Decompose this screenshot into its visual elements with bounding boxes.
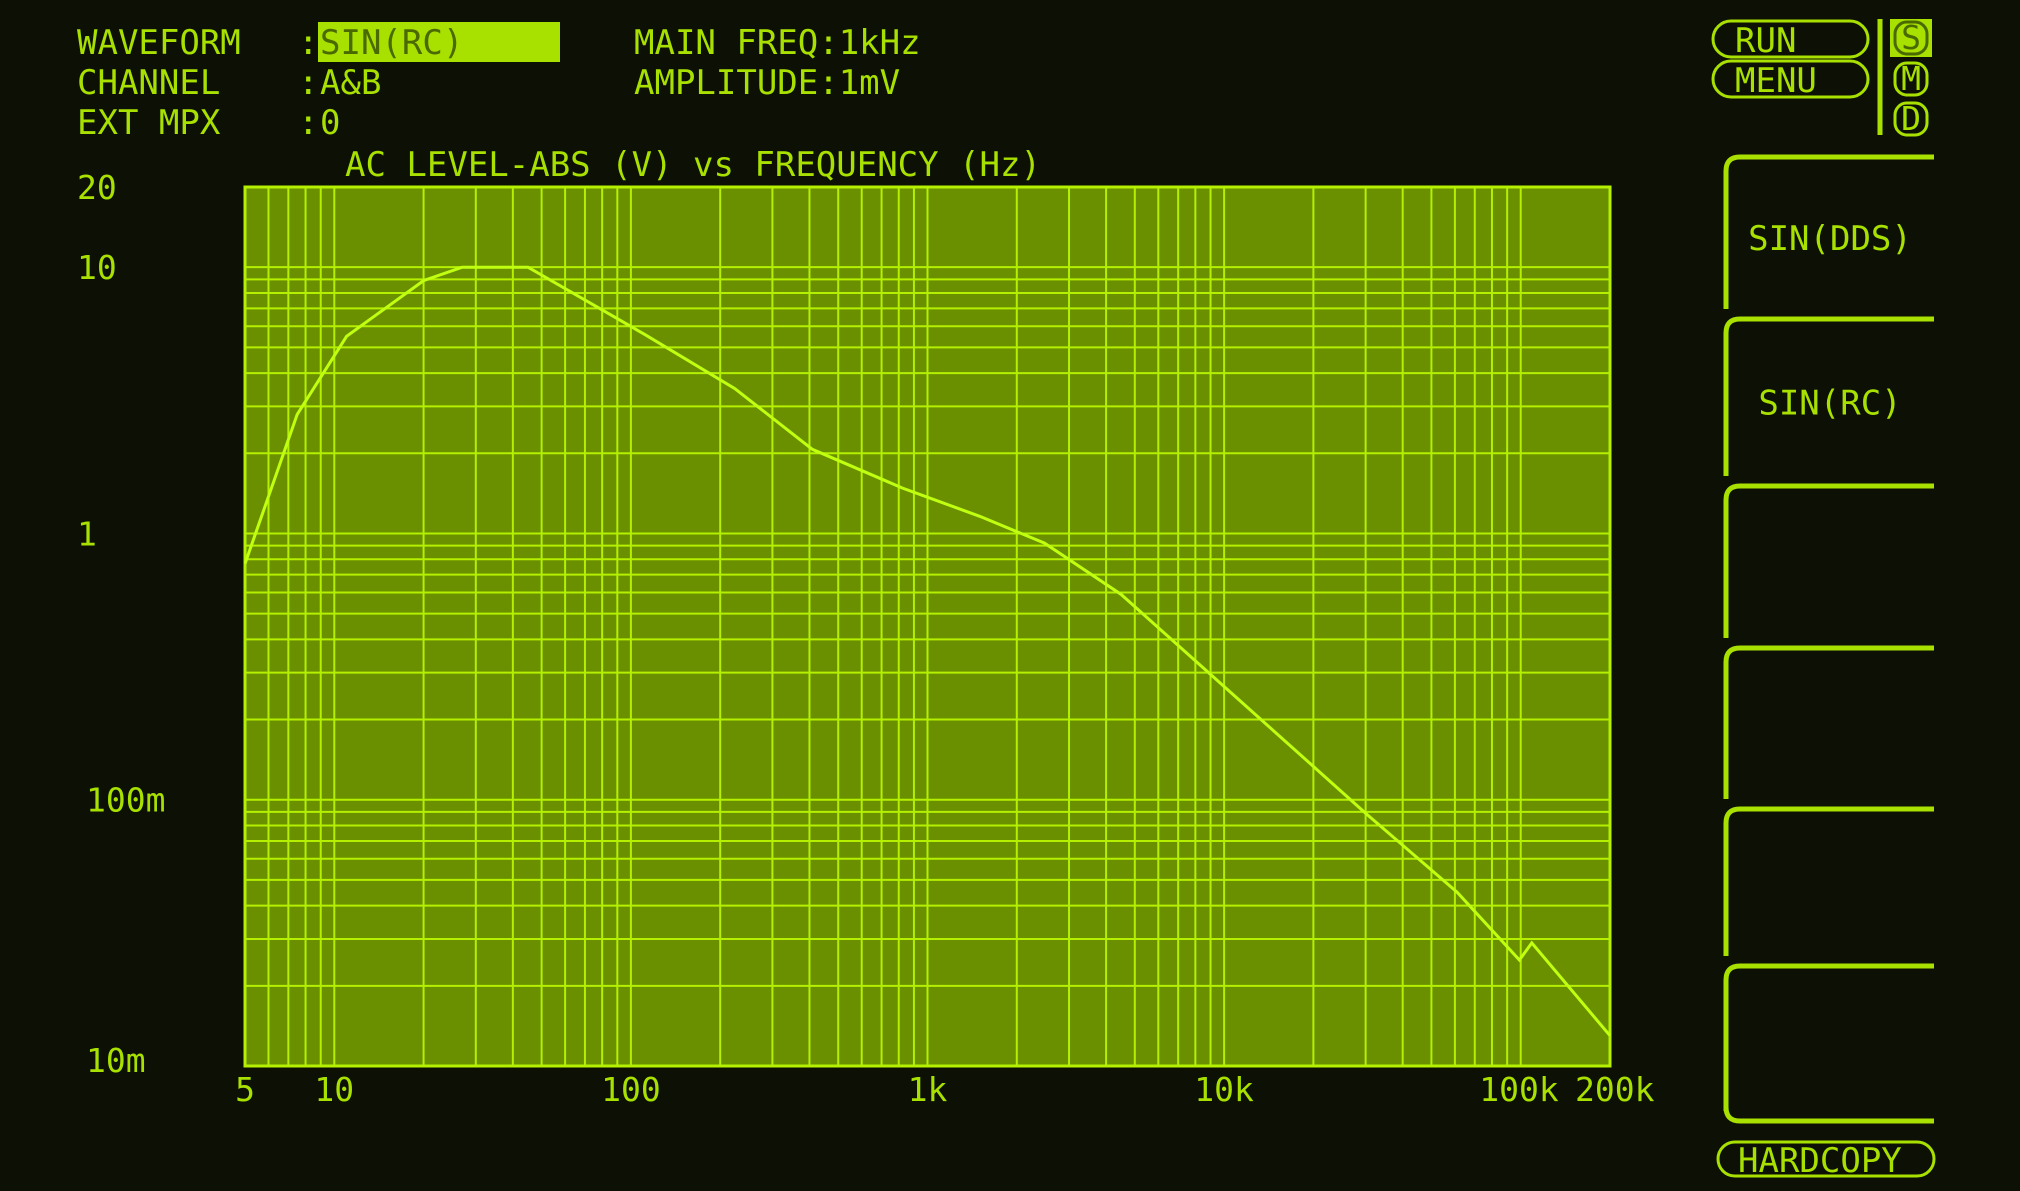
channel-value: A&B [320, 63, 381, 103]
softkey-bracket [1723, 483, 1934, 638]
waveform-value-highlight [318, 22, 560, 62]
y-tick-label: 100m [86, 781, 165, 820]
mode-letter: M [1901, 59, 1921, 98]
softkey-panel: SIN(DDS) SIN(RC) [1723, 154, 1934, 1124]
mode-ring [1893, 20, 1929, 56]
plot-border [243, 185, 1612, 1068]
x-tick-label: 100 [601, 1070, 661, 1109]
softkey-hit-area[interactable] [1726, 648, 1934, 809]
y-tick-label: 20 [77, 168, 117, 207]
run-button[interactable]: RUN [1711, 19, 1870, 61]
softkey-hit-area[interactable] [1726, 486, 1934, 648]
softkey-bracket-bottom [1723, 1106, 1934, 1124]
mode-letter: D [1901, 99, 1921, 138]
waveform-label: WAVEFORM [77, 23, 241, 63]
waveform-value[interactable]: SIN(RC) [320, 23, 463, 63]
softkey-hit-area[interactable] [1726, 966, 1934, 1121]
x-tick-label: 1k [908, 1070, 948, 1109]
status-header: WAVEFORM : SIN(RC) CHANNEL : A&B EXT MPX… [77, 22, 921, 143]
softkey-bracket [1723, 316, 1934, 476]
x-tick-label: 10 [314, 1070, 354, 1109]
mode-m-indicator[interactable]: M [1893, 59, 1929, 98]
menu-label: MENU [1735, 61, 1817, 101]
softkey-bracket [1723, 645, 1934, 799]
y-tick-label: 10 [77, 248, 117, 287]
mode-letter: S [1901, 18, 1921, 57]
ext-mpx-label: EXT MPX [77, 103, 221, 143]
softkey-4[interactable] [1723, 645, 1934, 809]
x-tick-labels: 5 10 100 1k 10k 100k 200k [235, 1070, 1655, 1109]
y-tick-label: 1 [77, 514, 97, 553]
chart-title: AC LEVEL-ABS (V) vs FREQUENCY (Hz) [345, 145, 1041, 185]
waveform-colon: : [298, 23, 318, 63]
hardcopy-button[interactable]: HARDCOPY [1716, 1140, 1936, 1181]
softkey-5[interactable] [1723, 806, 1934, 966]
amplitude: AMPLITUDE:1mV [634, 63, 900, 103]
menu-button[interactable]: MENU [1711, 59, 1870, 101]
softkey-3[interactable] [1723, 483, 1934, 648]
x-tick-label: 200k [1575, 1070, 1655, 1109]
mode-s-indicator[interactable]: S [1890, 18, 1932, 57]
softkey-label: SIN(DDS) [1748, 219, 1912, 259]
main-freq: MAIN FREQ:1kHz [634, 23, 921, 63]
x-tick-label: 10k [1194, 1070, 1254, 1109]
ext-mpx-colon: : [298, 103, 318, 143]
softkey-bracket [1723, 963, 1934, 1111]
chart: 5 10 100 1k 10k 100k 200k 20 10 1 100m 10m [77, 168, 1655, 1109]
mode-d-indicator[interactable]: D [1893, 99, 1929, 138]
x-tick-label: 5 [235, 1070, 255, 1109]
series-line [243, 265, 1612, 1037]
y-tick-labels: 20 10 1 100m 10m [77, 168, 165, 1080]
channel-colon: : [298, 63, 318, 103]
softkey-bracket [1723, 154, 1934, 309]
ext-mpx-value: 0 [320, 103, 340, 143]
mode-ring [1893, 101, 1929, 137]
mode-indicators: SMD [1890, 18, 1932, 138]
y-tick-label: 10m [86, 1041, 146, 1080]
x-tick-label: 100k [1479, 1070, 1559, 1109]
channel-label: CHANNEL [77, 63, 220, 103]
softkey-2[interactable]: SIN(RC) [1723, 316, 1934, 486]
run-label: RUN [1735, 21, 1796, 61]
softkey-label: SIN(RC) [1758, 384, 1901, 424]
softkey-6[interactable] [1723, 963, 1934, 1121]
softkey-hit-area[interactable] [1726, 809, 1934, 966]
softkey-1[interactable]: SIN(DDS) [1723, 154, 1934, 319]
softkey-bracket [1723, 806, 1934, 956]
grid [243, 185, 1612, 1068]
mode-ring [1893, 61, 1929, 97]
hardcopy-label: HARDCOPY [1738, 1141, 1902, 1181]
